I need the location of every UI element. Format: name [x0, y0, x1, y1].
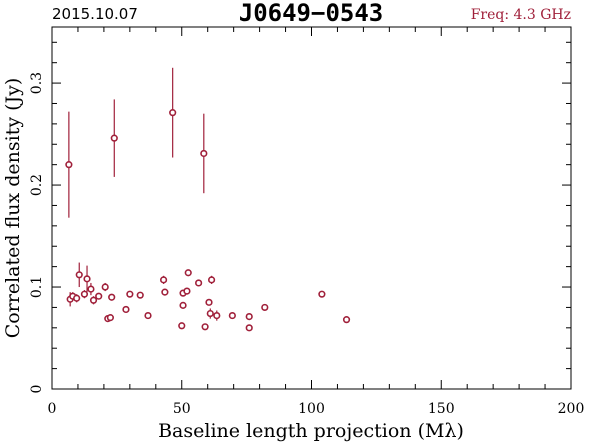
point-marker	[183, 287, 191, 295]
point-marker	[75, 271, 83, 279]
point-marker	[136, 291, 144, 299]
data-point	[342, 316, 351, 324]
y-tick-label: 0.1	[29, 276, 45, 298]
point-marker	[89, 296, 98, 304]
data-point	[207, 275, 216, 284]
point-marker	[108, 293, 116, 301]
point-marker	[207, 276, 216, 284]
data-point	[89, 296, 98, 305]
point-marker	[206, 309, 214, 318]
data-point	[106, 314, 114, 322]
data-point	[245, 324, 253, 332]
point-marker	[95, 292, 103, 300]
data-point	[228, 311, 236, 320]
point-marker	[213, 311, 221, 320]
point-marker	[178, 322, 186, 330]
data-point	[206, 308, 214, 319]
y-axis-label: Correlated flux density (Jy)	[2, 78, 24, 339]
x-axis-ticks: 0 50 100 150 200	[48, 27, 585, 417]
data-point	[83, 265, 91, 293]
data-point	[161, 288, 169, 296]
point-marker	[110, 134, 118, 142]
data-point	[200, 113, 208, 194]
data-point	[261, 303, 269, 312]
y-axis-ticks: 0 0.1 0.2 0.3	[29, 41, 571, 394]
data-point	[213, 310, 221, 321]
data-point	[110, 99, 118, 177]
y-tick-label: 0.3	[29, 72, 45, 94]
data-point	[178, 322, 186, 330]
source-name: J0649−0543	[239, 0, 384, 27]
point-marker	[169, 109, 177, 117]
data-points	[65, 67, 351, 332]
point-marker	[101, 283, 109, 291]
point-marker	[80, 290, 89, 298]
point-marker	[201, 323, 209, 331]
data-point	[122, 305, 130, 314]
data-point	[75, 262, 83, 288]
point-marker	[245, 313, 253, 321]
point-marker	[261, 303, 269, 312]
x-tick-label: 150	[428, 401, 455, 417]
data-point	[205, 298, 213, 306]
x-tick-label: 100	[298, 401, 325, 417]
point-marker	[200, 149, 208, 158]
point-marker	[159, 276, 168, 284]
point-marker	[245, 324, 253, 332]
plot-frame	[51, 26, 572, 390]
point-marker	[318, 290, 326, 298]
point-marker	[65, 161, 73, 169]
x-tick-label: 0	[48, 401, 57, 417]
point-marker	[184, 269, 192, 277]
data-point	[95, 292, 103, 300]
data-point	[101, 282, 109, 292]
data-point	[179, 301, 187, 309]
data-point	[126, 290, 134, 298]
x-tick-label: 200	[558, 401, 585, 417]
point-marker	[106, 314, 114, 322]
x-axis-label: Baseline length projection (Mλ)	[158, 420, 464, 442]
point-marker	[342, 316, 351, 324]
y-tick-label: 0	[29, 385, 45, 394]
data-point	[159, 275, 168, 284]
data-point	[136, 291, 144, 299]
point-marker	[195, 279, 203, 287]
data-point	[144, 311, 152, 320]
data-point	[169, 67, 177, 158]
data-point	[108, 293, 116, 301]
y-tick-label: 0.2	[29, 174, 45, 196]
data-point	[87, 282, 95, 296]
point-marker	[83, 275, 91, 283]
point-marker	[73, 294, 81, 302]
x-tick-label: 50	[173, 401, 191, 417]
point-marker	[161, 288, 169, 296]
point-marker	[122, 305, 130, 314]
point-marker	[205, 298, 213, 306]
point-marker	[144, 311, 152, 320]
data-point	[195, 279, 203, 287]
data-point	[318, 290, 326, 298]
point-marker	[87, 285, 95, 293]
observation-date: 2015.10.07	[52, 5, 138, 23]
frequency-label: Freq: 4.3 GHz	[471, 7, 571, 23]
point-marker	[126, 290, 134, 298]
data-point	[184, 269, 192, 277]
point-marker	[179, 301, 187, 309]
data-point	[245, 313, 253, 321]
data-point	[80, 290, 89, 299]
data-point	[65, 111, 73, 218]
data-point	[73, 294, 81, 303]
point-marker	[228, 311, 236, 320]
data-point	[201, 323, 209, 331]
data-point	[183, 287, 191, 295]
